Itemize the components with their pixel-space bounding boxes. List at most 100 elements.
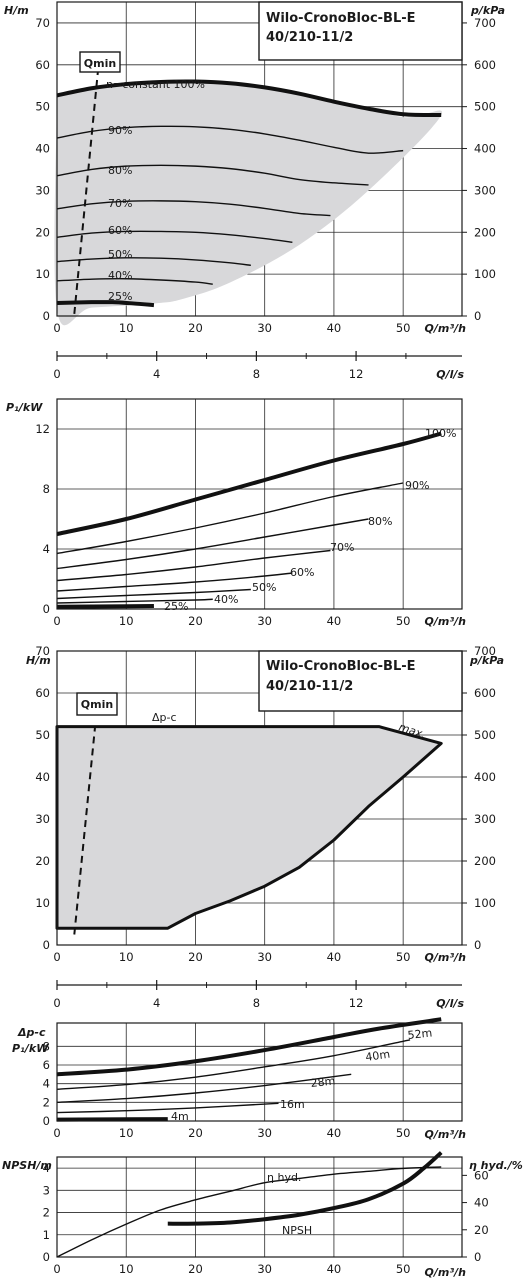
x-tick-label: 30 — [257, 321, 272, 335]
dpc-y-axis-label: H/m — [26, 654, 51, 667]
series-line — [56, 257, 251, 267]
x-tick-label: 50 — [396, 321, 411, 335]
y-tick-label: 50 — [35, 728, 50, 742]
y2-tick-label: 100 — [474, 896, 496, 910]
y2-tick-label: 100 — [474, 267, 496, 281]
y-tick-label: 40 — [35, 142, 50, 156]
x-tick-label: 40 — [327, 614, 342, 628]
x-tick-label: 0 — [53, 614, 60, 628]
x-tick-label: 50 — [396, 950, 411, 964]
y2-tick-label: 500 — [474, 100, 496, 114]
chart-subtitle: 40/210-11/2 — [266, 30, 353, 45]
x-tick-label: 30 — [257, 1126, 272, 1140]
y2-tick-label: 300 — [474, 812, 496, 826]
series-label: 80% — [368, 515, 392, 528]
y2-tick-label: 0 — [474, 1250, 481, 1264]
y-tick-label: 0 — [43, 938, 50, 952]
power-grid — [57, 399, 462, 609]
scale-tick-label: 0 — [53, 367, 60, 381]
npsh-x-label: Q/m³/h — [425, 1266, 467, 1279]
y-tick-label: 50 — [35, 100, 50, 114]
y-tick-label: 4 — [43, 542, 50, 556]
x-tick-label: 10 — [119, 1126, 134, 1140]
qmin-dashed-line — [73, 64, 100, 315]
dpc-chart-title: Wilo-CronoBloc-BL-E — [266, 659, 416, 674]
series-line — [56, 1102, 279, 1114]
series-label: 25% — [164, 600, 188, 613]
series-label: 40m — [365, 1048, 391, 1064]
series-label: 50% — [252, 581, 276, 594]
y-tick-label: 70 — [35, 644, 50, 658]
y2-tick-label: 40 — [474, 1196, 489, 1210]
y-tick-label: 60 — [35, 686, 50, 700]
y-tick-label: 8 — [43, 482, 50, 496]
y2-tick-label: 700 — [474, 16, 496, 30]
power-frame — [56, 398, 463, 610]
flow-scale-2: 0 4 8 12 Q/l/s — [53, 980, 464, 1010]
series-label: 60% — [290, 566, 314, 579]
series-line — [56, 549, 331, 582]
series-line — [56, 1073, 352, 1104]
flow-scale-2-label: Q/l/s — [436, 997, 464, 1010]
series-label: n=constant 100% — [106, 78, 205, 91]
power-x-label: Q/m³/h — [425, 615, 467, 628]
npsh-efficiency-panel: NPSH/m η hyd./% Q/m³/h 0 10 20 30 40 50012340… — [2, 1151, 523, 1279]
x-tick-label: 20 — [188, 1262, 203, 1276]
series-line — [56, 1166, 442, 1258]
head-speed-curves — [56, 79, 442, 308]
y2-tick-label: 600 — [474, 58, 496, 72]
flow-scale-1: 0 4 8 12 Q/l/s — [53, 351, 464, 381]
y-tick-label: 60 — [35, 58, 50, 72]
y-tick-label: 2 — [43, 1206, 50, 1220]
power-dpc-grid — [57, 1023, 462, 1121]
head-dpc-tick-labels: 0 10 20 30 40 5001020304050607001002003004005… — [35, 644, 496, 964]
y2-tick-label: 500 — [474, 728, 496, 742]
series-line — [56, 588, 251, 600]
scale-tick-label: 4 — [153, 996, 160, 1010]
x-tick-label: 20 — [188, 950, 203, 964]
series-line — [56, 1017, 442, 1077]
y-tick-label: 3 — [43, 1183, 50, 1197]
series-line — [56, 300, 155, 308]
scale-tick-label: 12 — [349, 996, 364, 1010]
qmin-box — [79, 51, 121, 73]
scale-tick-label: 8 — [253, 996, 260, 1010]
y-tick-label: 2 — [43, 1095, 50, 1109]
x-tick-label: 40 — [327, 950, 342, 964]
x-tick-label: 40 — [327, 1262, 342, 1276]
y-tick-label: 30 — [35, 812, 50, 826]
series-line — [56, 164, 369, 186]
y2-tick-label: 20 — [474, 1223, 489, 1237]
power-tick-labels: 0 10 20 30 40 50 0 4 8 12 — [35, 422, 410, 628]
x-tick-label: 20 — [188, 321, 203, 335]
power-curves — [56, 431, 442, 609]
qmin-line — [73, 64, 100, 315]
series-line — [56, 598, 213, 604]
y-tick-label: 0 — [43, 1114, 50, 1128]
x-tick-label: 10 — [119, 614, 134, 628]
dpc-curve-label: Δp-c — [152, 711, 177, 724]
dpc-y2-axis-label: p/kPa — [469, 654, 504, 667]
power-dpc-y-top-label: Δp-c — [17, 1026, 46, 1039]
x-tick-label: 30 — [257, 950, 272, 964]
chart-title: Wilo-CronoBloc-BL-E — [266, 11, 416, 26]
y2-tick-label: 400 — [474, 770, 496, 784]
x-tick-label: 0 — [53, 321, 60, 335]
power-dpc-series-labels: 52m 40m 28m 16m 4m — [171, 1026, 433, 1123]
series-line — [56, 572, 293, 592]
flow-scale-ticks: 0 4 8 12 — [53, 351, 407, 381]
power-y-label: P₁/kW — [6, 401, 43, 414]
series-line — [56, 230, 293, 244]
efficiency-y-label: η hyd./% — [469, 1159, 523, 1172]
y-tick-label: 70 — [35, 16, 50, 30]
npsh-efficiency-curves — [56, 1151, 443, 1258]
power-dpc-tick-labels: 0 10 20 30 40 50 0 2 4 6 8 — [43, 1039, 411, 1140]
x-tick-label: 10 — [119, 950, 134, 964]
flow-scale-label: Q/l/s — [436, 368, 464, 381]
y-axis-label: H/m — [4, 4, 29, 17]
series-line — [56, 277, 213, 285]
npsh-frame — [56, 1156, 463, 1258]
y-tick-label: 0 — [43, 309, 50, 323]
dpc-range-area — [55, 725, 443, 930]
